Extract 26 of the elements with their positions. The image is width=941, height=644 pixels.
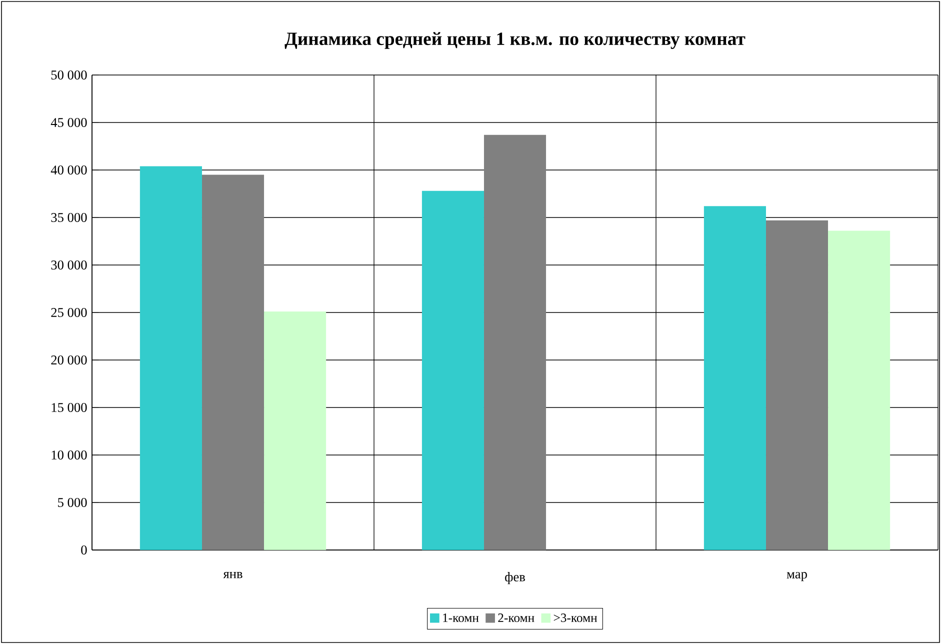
legend-label: 1-комн — [443, 614, 479, 622]
y-tick-label: 15 000 — [52, 403, 87, 412]
chart-title: Динамика средней цены 1 кв.м. по количеству комнат — [284, 32, 746, 49]
y-tick-label: 5 000 — [58, 498, 87, 507]
bar — [422, 190, 484, 550]
bar — [484, 134, 546, 550]
legend-label: >3-комн — [554, 614, 598, 622]
bar — [766, 220, 828, 550]
bar — [704, 206, 766, 550]
y-tick-label: 20 000 — [51, 356, 87, 364]
x-tick-label: фев — [505, 572, 525, 584]
y-tick-label: 10 000 — [52, 450, 87, 460]
x-tick-label: мар — [786, 572, 807, 582]
bar — [202, 174, 264, 550]
y-tick-label: 50 000 — [51, 70, 87, 80]
y-tick-label: 25 000 — [51, 308, 87, 317]
bar — [264, 312, 326, 550]
bar — [140, 166, 202, 550]
y-tick-label: 35 000 — [51, 213, 87, 222]
y-tick-label: 30 000 — [51, 260, 87, 270]
x-tick-label: янв — [223, 572, 242, 578]
y-tick-label: 45 000 — [50, 118, 87, 127]
y-tick-label: 0 — [81, 546, 87, 554]
bar — [828, 230, 890, 550]
legend-label: 2-комн — [498, 614, 534, 622]
y-tick-label: 40 000 — [50, 166, 87, 174]
